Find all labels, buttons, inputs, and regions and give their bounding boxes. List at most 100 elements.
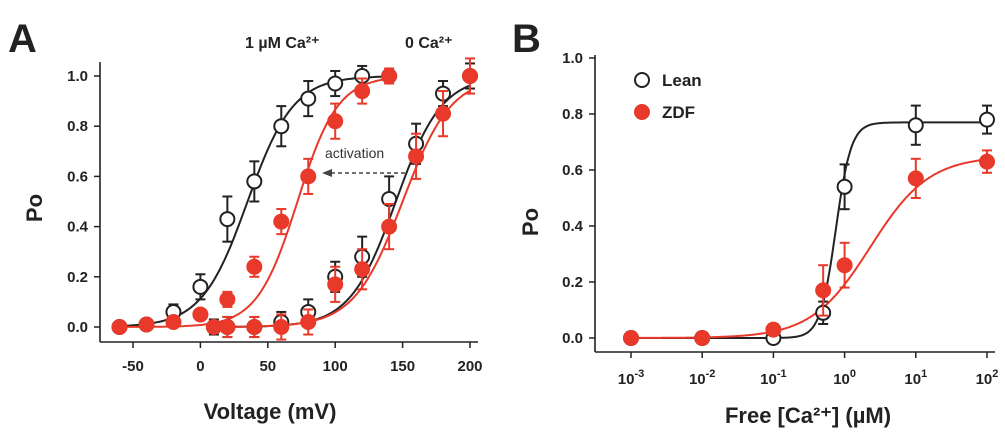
panel-a-zdf_0-point xyxy=(354,248,371,291)
panel-a-zdf_1uM-point xyxy=(300,157,317,195)
panel-b-zdf-marker xyxy=(836,257,853,274)
panel-a-zdf_1uM-point xyxy=(111,319,128,335)
legend-zdf-label: ZDF xyxy=(662,103,695,122)
panel-a-lean_1uM-point xyxy=(192,273,209,301)
panel-a-zdf_1uM-marker xyxy=(381,68,398,84)
panel-a-zdf_0-marker xyxy=(381,218,398,235)
ca-1um-label: 1 µM Ca²⁺ xyxy=(245,35,320,52)
panel-a-zdf_0-point xyxy=(219,315,236,339)
legend-zdf-marker xyxy=(634,104,650,120)
panel-a-lean_1uM-marker xyxy=(219,211,236,228)
panel-b-zdf-point xyxy=(694,330,711,346)
panel-a-zdf_0-point xyxy=(408,132,425,180)
panel-a-lean_1uM-marker xyxy=(300,90,317,107)
panel-a-zdf_1uM-marker xyxy=(327,113,344,130)
panel-a-zdf_0-marker xyxy=(219,319,236,335)
panel-a-plot: -50 0 50 100 150 200 0.0 0.2 0.4 0.6 0.8 1.0 xyxy=(67,57,483,375)
panel-b-zdf-marker xyxy=(907,170,924,187)
panel-a-zdf_1uM-point xyxy=(138,316,155,333)
activation-arrowhead xyxy=(322,169,332,177)
panel-a-x-tick-label: 200 xyxy=(457,358,482,375)
panel-a-x-tick-label: 50 xyxy=(259,358,276,375)
panel-b-zdf-marker xyxy=(765,321,782,338)
panel-a-zdf_0-marker xyxy=(300,313,317,330)
panel-b-y-tick-label: 0.2 xyxy=(562,274,583,291)
panel-a-zdf_0-marker xyxy=(273,319,290,335)
panel-a-y-tick-label: 1.0 xyxy=(67,68,88,85)
panel-a-zdf_1uM-marker xyxy=(273,213,290,230)
panel-a-zdf_1uM-marker xyxy=(219,291,236,308)
panel-a-zdf_0-marker xyxy=(435,105,452,122)
panel-a-zdf_0-point xyxy=(246,315,263,339)
panel-b-y-axis-title: Po xyxy=(518,208,543,236)
panel-a-fit-curve-zdf_1uM xyxy=(119,77,390,328)
legend-lean-marker xyxy=(634,72,650,88)
panel-a-lean_1uM-point xyxy=(300,80,317,118)
panel-a-zdf_0-point xyxy=(327,265,344,303)
panel-a-zdf_1uM-point xyxy=(354,77,371,105)
panel-a-lean_1uM-point xyxy=(273,105,290,148)
panel-b-y-tick-label: 0.8 xyxy=(562,106,583,123)
panel-a-zdf_1uM-marker xyxy=(300,168,317,185)
panel-b-plot: 10-3 10-2 10-1 100 101 102 0.0 0.2 0.4 0.6 0.8 1.0 xyxy=(562,50,998,388)
panel-a-zdf_0-marker xyxy=(205,319,222,335)
panel-a-fit-curve-zdf_0 xyxy=(213,89,471,328)
panel-b-y-tick-label: 0.6 xyxy=(562,162,583,179)
panel-b-lean-point xyxy=(907,104,924,146)
panel-a-y-axis-title: Po xyxy=(22,194,47,222)
panel-a-zdf_0-point xyxy=(205,319,222,335)
panel-a-x-axis-title: Voltage (mV) xyxy=(204,399,337,424)
panel-a-lean_1uM-point xyxy=(327,69,344,98)
panel-b-zdf-marker xyxy=(979,153,995,170)
panel-a-zdf_1uM-point xyxy=(381,67,398,85)
panel-b-zdf-marker xyxy=(623,330,639,346)
panel-a-zdf_0-marker xyxy=(462,68,478,84)
panel-a-x-tick-label: 100 xyxy=(323,358,348,375)
panel-a-lean_1uM-marker xyxy=(246,173,263,190)
panel-b-y-tick-label: 1.0 xyxy=(562,50,583,67)
panel-a-zdf_1uM-point xyxy=(246,255,263,278)
panel-b-lean-marker xyxy=(836,178,853,195)
panel-b-lean-marker xyxy=(907,117,924,134)
legend-lean-label: Lean xyxy=(662,71,702,90)
panel-a-x-tick-label: 150 xyxy=(390,358,415,375)
panel-a-zdf_0-point xyxy=(435,90,452,138)
panel-a-zdf_1uM-point xyxy=(219,290,236,308)
panel-b-lean-point xyxy=(979,104,995,135)
panel-b-zdf-point xyxy=(979,149,995,174)
panel-b-x-axis-title: Free [Ca²⁺] (µM) xyxy=(725,403,891,428)
panel-b-y-tick-label: 0.0 xyxy=(562,330,583,347)
panel-a-zdf_1uM-point xyxy=(273,208,290,236)
panel-b-zdf-point xyxy=(815,264,832,317)
panel-a-zdf_1uM-point xyxy=(192,306,209,323)
panel-b-x-tick-label: 10-2 xyxy=(689,368,715,388)
panel-a-zdf_1uM-point xyxy=(165,313,182,330)
panel-a-zdf_0-marker xyxy=(408,148,425,165)
panel-b-legend: Lean ZDF xyxy=(634,71,702,122)
panel-a-zdf_0-marker xyxy=(246,319,263,335)
panel-b-zdf-point xyxy=(836,241,853,289)
panel-b-x-tick-label: 102 xyxy=(976,368,999,388)
panel-b-zdf-marker xyxy=(694,330,711,346)
panel-b-label: B xyxy=(512,17,541,61)
panel-a-y-tick-label: 0.4 xyxy=(67,219,89,236)
panel-b-lean-point xyxy=(836,163,853,211)
panel-a-label: A xyxy=(8,17,37,61)
panel-a-zdf_0-point xyxy=(300,308,317,336)
panel-a-zdf_0-point xyxy=(462,57,478,95)
panel-b-zdf-point xyxy=(907,157,924,199)
panel-b-y-tick-label: 0.4 xyxy=(562,218,584,235)
panel-a-y-tick-label: 0.2 xyxy=(67,269,88,286)
panel-a-y-tick-label: 0.0 xyxy=(67,319,88,336)
panel-a-y-tick-label: 0.6 xyxy=(67,168,88,185)
panel-a-lean_1uM-point xyxy=(246,160,263,203)
panel-b-fit-curve-zdf xyxy=(631,158,988,339)
panel-b-x-tick-label: 101 xyxy=(904,368,927,388)
panel-a-zdf_0-point xyxy=(381,203,398,251)
panel-a-zdf_1uM-marker xyxy=(354,83,371,100)
panel-b-lean-marker xyxy=(979,111,995,128)
panel-b-zdf-marker xyxy=(815,282,832,299)
panel-a-lean_1uM-marker xyxy=(327,75,344,92)
panel-a-lean_1uM-marker xyxy=(273,118,290,135)
